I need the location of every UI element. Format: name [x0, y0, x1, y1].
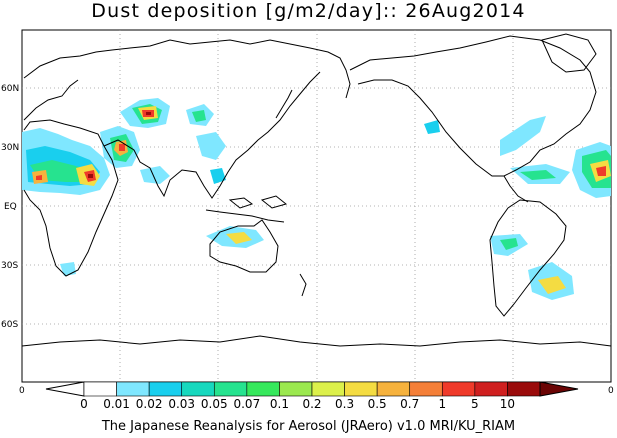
- colorbar-tick-label: 1: [438, 397, 446, 411]
- colorbar-swatch: [279, 381, 313, 397]
- colorbar-tick-label: 0.07: [233, 397, 260, 411]
- coastlines: [21, 33, 612, 347]
- colorbar-tick-label: 0.01: [103, 397, 130, 411]
- colorbar-swatch: [344, 381, 378, 397]
- colorbar-swatch: [376, 381, 411, 397]
- lon-label-right: 0: [608, 386, 614, 396]
- lat-label-30n: 30N: [1, 143, 19, 153]
- lon-label-left: 0: [19, 386, 25, 396]
- colorbar-swatch: [311, 381, 345, 397]
- colorbar-swatch: [441, 381, 476, 397]
- colorbar-tick-label: 0.3: [335, 397, 354, 411]
- colorbar-tick-label: 10: [500, 397, 515, 411]
- colorbar-tick-label: 0: [80, 397, 88, 411]
- dust-shading: [22, 98, 611, 300]
- lat-label-eq: EQ: [4, 202, 17, 212]
- colorbar-swatch: [83, 381, 117, 397]
- lat-label-60s: 60S: [1, 320, 18, 330]
- colorbar-tick-label: 0.7: [400, 397, 419, 411]
- colorbar-tick-label: 5: [471, 397, 479, 411]
- colorbar-swatch: [246, 381, 280, 397]
- colorbar-tick-label: 0.05: [201, 397, 228, 411]
- colorbar-swatch: [148, 381, 183, 397]
- colorbar-arrow-left: [45, 381, 85, 397]
- lat-label-30s: 30S: [1, 261, 18, 271]
- colorbar-tick-label: 0.2: [302, 397, 321, 411]
- latitude-labels: 60N 30N EQ 30S 60S: [1, 84, 19, 330]
- colorbar: 0 0.01 0.02 0.03 0.05 0.07 0.1 0.2 0.3 0.5 0.7 1 5 10: [45, 381, 579, 411]
- colorbar-arrow-right: [539, 381, 579, 397]
- colorbar-swatch: [474, 381, 508, 397]
- colorbar-tick-label: 0.02: [136, 397, 163, 411]
- footer-credit: The Japanese Reanalysis for Aerosol (JRA…: [101, 419, 516, 434]
- map-title: Dust deposition [g/m2/day]:: 26Aug2014: [91, 0, 526, 22]
- lat-label-60n: 60N: [1, 84, 19, 94]
- colorbar-swatch: [116, 381, 150, 397]
- colorbar-tick-label: 0.5: [368, 397, 387, 411]
- colorbar-tick-label: 0.03: [168, 397, 195, 411]
- colorbar-swatch: [507, 381, 541, 397]
- colorbar-tick-label: 0.1: [270, 397, 289, 411]
- colorbar-swatch: [181, 381, 215, 397]
- colorbar-swatch: [213, 381, 248, 397]
- grid-lines: [22, 30, 611, 382]
- colorbar-swatch: [409, 381, 443, 397]
